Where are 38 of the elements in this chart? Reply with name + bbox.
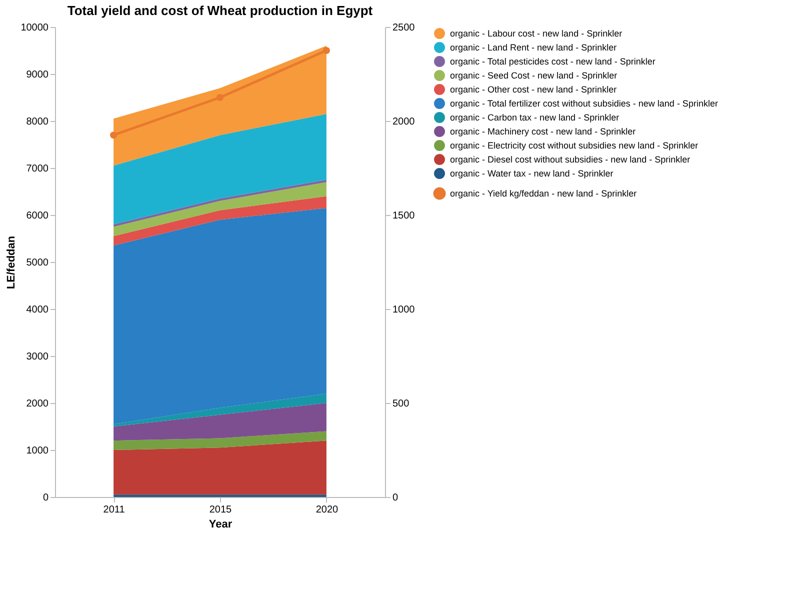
legend-label: organic - Machinery cost - new land - Sprinkler — [450, 126, 636, 136]
y-tick-label: 8000 — [26, 116, 49, 128]
chart-title: Total yield and cost of Wheat production in Egypt — [67, 3, 374, 18]
y2-tick-label: 500 — [392, 398, 410, 410]
x-axis-title: Year — [208, 518, 233, 530]
point — [322, 46, 330, 54]
y-tick-label: 0 — [42, 492, 49, 504]
y-tick-label: 9000 — [26, 70, 49, 80]
x-tick-label: 2011 — [103, 504, 126, 516]
legend-label: organic - Yield kg/feddan - new land - Sprinkler — [450, 188, 637, 198]
y2-tick-label: 2000 — [392, 116, 416, 128]
y-tick-label: 6000 — [26, 210, 49, 222]
y-tick-label: 7000 — [26, 164, 49, 174]
y2-tick-label: 1000 — [392, 304, 416, 316]
legend-label: organic - Labour cost - new land - Sprinkler — [450, 28, 622, 38]
y-tick-label: 5000 — [26, 258, 49, 268]
x-tick-label: 2020 — [316, 504, 339, 516]
y2-tick-label: 0 — [392, 492, 398, 504]
legend-label: organic - Land Rent - new land - Sprinkler — [450, 42, 617, 52]
y-tick-label: 1000 — [26, 446, 49, 456]
legend-label: organic - Total pesticides cost - new land - Sprinkler — [450, 56, 656, 66]
legend-label: organic - Other cost - new land - Sprinkler — [450, 84, 617, 94]
y2-tick-label: 1500 — [392, 210, 416, 222]
y-tick-label: 2000 — [26, 398, 49, 410]
legend-label: organic - Electricity cost without subsidies new land - Sprinkler — [450, 140, 698, 150]
point — [216, 94, 224, 102]
x-tick-label: 2015 — [209, 504, 232, 516]
y-tick-label: 3000 — [26, 352, 49, 362]
legend-label: organic - Seed Cost - new land - Sprinkler — [450, 70, 618, 80]
legend-label: organic - Water tax - new land - Sprinkler — [450, 168, 614, 178]
y-tick-label: 4000 — [26, 304, 49, 316]
legend-label: organic - Carbon tax - new land - Sprinkler — [450, 112, 620, 122]
y-axis-title: LE/feddan — [6, 236, 18, 290]
legend-label: organic - Total fertilizer cost without subsidies - new land - Sprinkler — [450, 98, 718, 108]
point — [110, 132, 118, 139]
y2-tick-label: 2500 — [392, 22, 416, 34]
legend-label: organic - Diesel cost without subsidies - new land - Sprinkler — [450, 154, 690, 164]
y-tick-label: 10000 — [20, 22, 49, 34]
